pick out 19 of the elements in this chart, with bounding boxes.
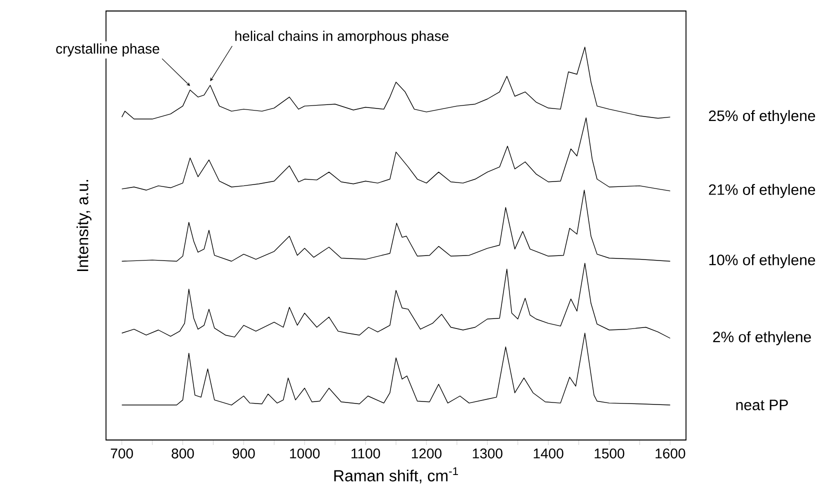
annotation: crystalline phase (56, 43, 160, 56)
x-tick-label: 800 (172, 448, 194, 458)
x-tick-label: 1200 (412, 448, 442, 458)
x-tick-label: 700 (110, 448, 133, 458)
text: 25% of ethylene (708, 110, 816, 124)
x-tick-label: 1000 (290, 448, 320, 458)
x-tick-label: 1300 (472, 448, 502, 458)
x-axis-title: Raman shift, cm$^{-1}$ (334, 467, 458, 484)
x-tick-label: 1100 (352, 448, 380, 458)
y-axis-title: Intensity, a.u. (76, 180, 92, 272)
text: 2% of ethylene (713, 331, 811, 346)
text: neat PP (736, 400, 788, 410)
x-tick-label: 1400 (534, 448, 564, 458)
x-tick-label: 1500 (594, 448, 624, 458)
x-tick-label: 900 (232, 448, 255, 458)
text: 10% of ethylene (709, 254, 816, 268)
annotation: helical chains in amorphous phase (235, 30, 449, 44)
text: 21% of ethylene (708, 184, 816, 198)
x-tick-label: 1600 (656, 448, 686, 458)
